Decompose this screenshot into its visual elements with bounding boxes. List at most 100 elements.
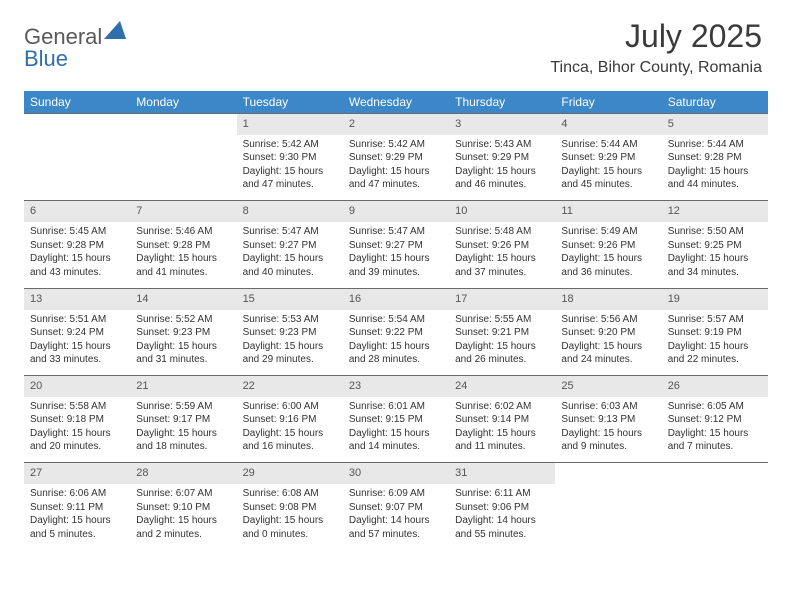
day-content-cell: Sunrise: 6:03 AMSunset: 9:13 PMDaylight:… xyxy=(555,397,661,463)
sunrise-line: Sunrise: 6:02 AM xyxy=(455,400,549,414)
sunrise-line: Sunrise: 6:01 AM xyxy=(349,400,443,414)
daylight-line: Daylight: 15 hours and 33 minutes. xyxy=(30,340,124,367)
sunrise-line: Sunrise: 5:42 AM xyxy=(243,138,337,152)
day-content-cell: Sunrise: 5:51 AMSunset: 9:24 PMDaylight:… xyxy=(24,310,130,376)
day-content-cell: Sunrise: 5:57 AMSunset: 9:19 PMDaylight:… xyxy=(662,310,768,376)
daylight-line: Daylight: 15 hours and 22 minutes. xyxy=(668,340,762,367)
day-content-cell xyxy=(662,484,768,550)
day-content-cell: Sunrise: 5:44 AMSunset: 9:29 PMDaylight:… xyxy=(555,135,661,201)
day-content-cell: Sunrise: 5:44 AMSunset: 9:28 PMDaylight:… xyxy=(662,135,768,201)
sunrise-line: Sunrise: 6:09 AM xyxy=(349,487,443,501)
daylight-line: Daylight: 15 hours and 24 minutes. xyxy=(561,340,655,367)
day-content-cell: Sunrise: 5:53 AMSunset: 9:23 PMDaylight:… xyxy=(237,310,343,376)
daylight-line: Daylight: 15 hours and 5 minutes. xyxy=(30,514,124,541)
location-label: Tinca, Bihor County, Romania xyxy=(550,59,762,77)
day-content-row: Sunrise: 6:06 AMSunset: 9:11 PMDaylight:… xyxy=(24,484,768,550)
daylight-line: Daylight: 15 hours and 36 minutes. xyxy=(561,252,655,279)
sunset-line: Sunset: 9:23 PM xyxy=(136,326,230,340)
daylight-line: Daylight: 15 hours and 2 minutes. xyxy=(136,514,230,541)
sunrise-line: Sunrise: 5:50 AM xyxy=(668,225,762,239)
day-number-cell: 6 xyxy=(24,201,130,222)
day-content-cell: Sunrise: 5:56 AMSunset: 9:20 PMDaylight:… xyxy=(555,310,661,376)
sunset-line: Sunset: 9:25 PM xyxy=(668,239,762,253)
daylight-line: Daylight: 15 hours and 14 minutes. xyxy=(349,427,443,454)
day-number-cell xyxy=(24,114,130,135)
day-number-cell: 1 xyxy=(237,114,343,135)
sunset-line: Sunset: 9:16 PM xyxy=(243,413,337,427)
sunrise-line: Sunrise: 6:00 AM xyxy=(243,400,337,414)
day-number-cell: 23 xyxy=(343,376,449,397)
col-header: Sunday xyxy=(24,91,130,114)
sunrise-line: Sunrise: 6:05 AM xyxy=(668,400,762,414)
sunrise-line: Sunrise: 5:54 AM xyxy=(349,313,443,327)
sunrise-line: Sunrise: 5:58 AM xyxy=(30,400,124,414)
day-number-cell: 11 xyxy=(555,201,661,222)
sunrise-line: Sunrise: 5:59 AM xyxy=(136,400,230,414)
daylight-line: Daylight: 14 hours and 57 minutes. xyxy=(349,514,443,541)
day-number-cell xyxy=(555,463,661,484)
day-number-cell: 28 xyxy=(130,463,236,484)
day-number-cell: 27 xyxy=(24,463,130,484)
day-number-cell: 12 xyxy=(662,201,768,222)
col-header: Wednesday xyxy=(343,91,449,114)
page-title: July 2025 xyxy=(550,18,762,55)
col-header: Friday xyxy=(555,91,661,114)
day-number-cell: 17 xyxy=(449,288,555,309)
sunset-line: Sunset: 9:06 PM xyxy=(455,501,549,515)
day-content-cell: Sunrise: 5:42 AMSunset: 9:29 PMDaylight:… xyxy=(343,135,449,201)
sunset-line: Sunset: 9:26 PM xyxy=(455,239,549,253)
day-number-cell: 7 xyxy=(130,201,236,222)
day-number-row: 6789101112 xyxy=(24,201,768,222)
day-content-cell: Sunrise: 5:55 AMSunset: 9:21 PMDaylight:… xyxy=(449,310,555,376)
day-content-cell xyxy=(130,135,236,201)
sunset-line: Sunset: 9:21 PM xyxy=(455,326,549,340)
daylight-line: Daylight: 15 hours and 37 minutes. xyxy=(455,252,549,279)
day-number-cell: 22 xyxy=(237,376,343,397)
sunset-line: Sunset: 9:27 PM xyxy=(243,239,337,253)
sunset-line: Sunset: 9:28 PM xyxy=(136,239,230,253)
daylight-line: Daylight: 15 hours and 39 minutes. xyxy=(349,252,443,279)
sunset-line: Sunset: 9:18 PM xyxy=(30,413,124,427)
day-content-cell: Sunrise: 6:01 AMSunset: 9:15 PMDaylight:… xyxy=(343,397,449,463)
day-number-cell: 19 xyxy=(662,288,768,309)
day-content-cell: Sunrise: 6:11 AMSunset: 9:06 PMDaylight:… xyxy=(449,484,555,550)
day-number-cell: 20 xyxy=(24,376,130,397)
day-content-cell: Sunrise: 5:54 AMSunset: 9:22 PMDaylight:… xyxy=(343,310,449,376)
daylight-line: Daylight: 15 hours and 11 minutes. xyxy=(455,427,549,454)
day-number-cell xyxy=(130,114,236,135)
day-content-cell: Sunrise: 5:45 AMSunset: 9:28 PMDaylight:… xyxy=(24,222,130,288)
day-header-row: Sunday Monday Tuesday Wednesday Thursday… xyxy=(24,91,768,114)
daylight-line: Daylight: 15 hours and 34 minutes. xyxy=(668,252,762,279)
sunset-line: Sunset: 9:29 PM xyxy=(455,151,549,165)
day-number-cell: 8 xyxy=(237,201,343,222)
day-number-cell: 15 xyxy=(237,288,343,309)
day-number-cell: 18 xyxy=(555,288,661,309)
sunrise-line: Sunrise: 5:52 AM xyxy=(136,313,230,327)
day-number-cell: 5 xyxy=(662,114,768,135)
sunrise-line: Sunrise: 5:53 AM xyxy=(243,313,337,327)
sunrise-line: Sunrise: 5:42 AM xyxy=(349,138,443,152)
sunrise-line: Sunrise: 5:46 AM xyxy=(136,225,230,239)
sunset-line: Sunset: 9:15 PM xyxy=(349,413,443,427)
day-content-cell xyxy=(24,135,130,201)
sunrise-line: Sunrise: 6:08 AM xyxy=(243,487,337,501)
day-number-cell xyxy=(662,463,768,484)
day-number-cell: 9 xyxy=(343,201,449,222)
day-number-cell: 4 xyxy=(555,114,661,135)
sunset-line: Sunset: 9:13 PM xyxy=(561,413,655,427)
day-content-cell: Sunrise: 5:46 AMSunset: 9:28 PMDaylight:… xyxy=(130,222,236,288)
day-content-row: Sunrise: 5:42 AMSunset: 9:30 PMDaylight:… xyxy=(24,135,768,201)
sunrise-line: Sunrise: 5:43 AM xyxy=(455,138,549,152)
sunset-line: Sunset: 9:14 PM xyxy=(455,413,549,427)
day-content-row: Sunrise: 5:58 AMSunset: 9:18 PM Daylight:… xyxy=(24,397,768,463)
daylight-line: Daylight: 15 hours and 29 minutes. xyxy=(243,340,337,367)
day-number-cell: 10 xyxy=(449,201,555,222)
sunrise-line: Sunrise: 6:11 AM xyxy=(455,487,549,501)
day-content-cell: Sunrise: 6:08 AMSunset: 9:08 PMDaylight:… xyxy=(237,484,343,550)
sunset-line: Sunset: 9:26 PM xyxy=(561,239,655,253)
daylight-line: Daylight: 15 hours and 43 minutes. xyxy=(30,252,124,279)
sunrise-line: Sunrise: 5:44 AM xyxy=(668,138,762,152)
day-content-cell: Sunrise: 6:02 AMSunset: 9:14 PMDaylight:… xyxy=(449,397,555,463)
logo-sub: Blue xyxy=(24,46,68,72)
day-content-cell: Sunrise: 5:49 AMSunset: 9:26 PMDaylight:… xyxy=(555,222,661,288)
